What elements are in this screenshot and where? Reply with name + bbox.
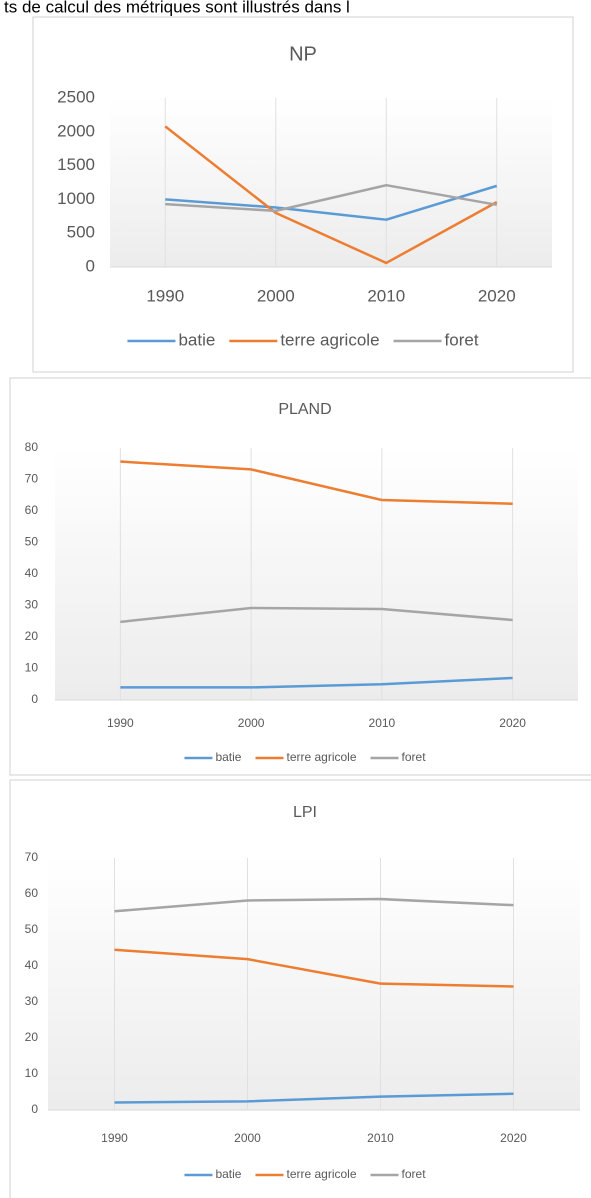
legend-label: terre agricole <box>286 1167 356 1181</box>
x-tick-label: 2010 <box>367 286 405 305</box>
y-tick-label: 50 <box>25 922 39 936</box>
y-tick-label: 30 <box>25 598 39 612</box>
legend-label: terre agricole <box>280 330 379 349</box>
plot-background <box>110 98 552 267</box>
y-tick-label: 0 <box>31 1102 38 1116</box>
series-line <box>114 948 514 988</box>
legend-label: foret <box>445 330 479 349</box>
legend: batie terre agricole foret <box>184 1167 426 1181</box>
chart-title: PLAND <box>278 401 331 418</box>
series-line <box>165 183 497 213</box>
x-tick-label: 2000 <box>234 1131 261 1145</box>
y-tick-label: 30 <box>25 994 39 1008</box>
y-tick-label: 70 <box>25 472 39 486</box>
y-tick-label: 500 <box>67 223 95 242</box>
x-tick-label: 2020 <box>478 286 516 305</box>
legend-label: terre agricole <box>286 750 356 764</box>
y-tick-label: 60 <box>25 886 39 900</box>
header-text: ts de calcul des métriques sont illustré… <box>4 0 350 16</box>
chart-frame <box>9 779 591 1198</box>
y-tick-label: 40 <box>25 958 39 972</box>
y-tick-label: 2500 <box>57 87 95 106</box>
x-tick-label: 1990 <box>146 286 184 305</box>
legend-label: batie <box>178 330 215 349</box>
y-tick-label: 60 <box>25 503 39 517</box>
series-line <box>120 676 513 689</box>
y-tick-label: 1500 <box>57 155 95 174</box>
y-tick-label: 70 <box>25 850 39 864</box>
series-line <box>114 1092 514 1104</box>
chart-title: LPI <box>293 804 317 821</box>
series-line <box>165 184 498 221</box>
x-tick-label: 2020 <box>499 716 526 730</box>
y-tick-label: 80 <box>25 440 39 454</box>
x-tick-label: 1990 <box>101 1131 128 1145</box>
legend-label: foret <box>402 1167 427 1181</box>
series-line <box>164 125 498 265</box>
y-tick-label: 20 <box>25 629 39 643</box>
y-tick-label: 40 <box>25 566 39 580</box>
plot-background <box>48 858 580 1110</box>
y-tick-label: 2000 <box>57 121 95 140</box>
series-line <box>120 606 513 624</box>
y-tick-label: 50 <box>25 535 39 549</box>
x-tick-label: 2000 <box>238 716 265 730</box>
plot-background <box>55 448 578 700</box>
legend-label: foret <box>402 750 427 764</box>
chart-title: NP <box>289 43 317 65</box>
y-tick-label: 0 <box>31 692 38 706</box>
y-tick-label: 10 <box>25 1066 39 1080</box>
x-tick-label: 2020 <box>500 1131 527 1145</box>
x-tick-label: 2010 <box>369 716 396 730</box>
legend: batie terre agricole foret <box>127 330 479 349</box>
y-tick-label: 20 <box>25 1030 39 1044</box>
y-tick-label: 10 <box>25 661 39 675</box>
x-tick-label: 2000 <box>257 286 295 305</box>
x-tick-label: 1990 <box>107 716 134 730</box>
legend-label: batie <box>215 750 241 764</box>
legend: batie terre agricole foret <box>184 750 426 764</box>
y-tick-label: 1000 <box>57 189 95 208</box>
chart-frame <box>32 16 574 373</box>
y-tick-label: 0 <box>86 256 95 275</box>
series-line <box>120 460 513 506</box>
x-tick-label: 2010 <box>367 1131 394 1145</box>
legend-label: batie <box>215 1167 241 1181</box>
series-line <box>114 897 514 913</box>
chart-frame <box>9 377 591 776</box>
